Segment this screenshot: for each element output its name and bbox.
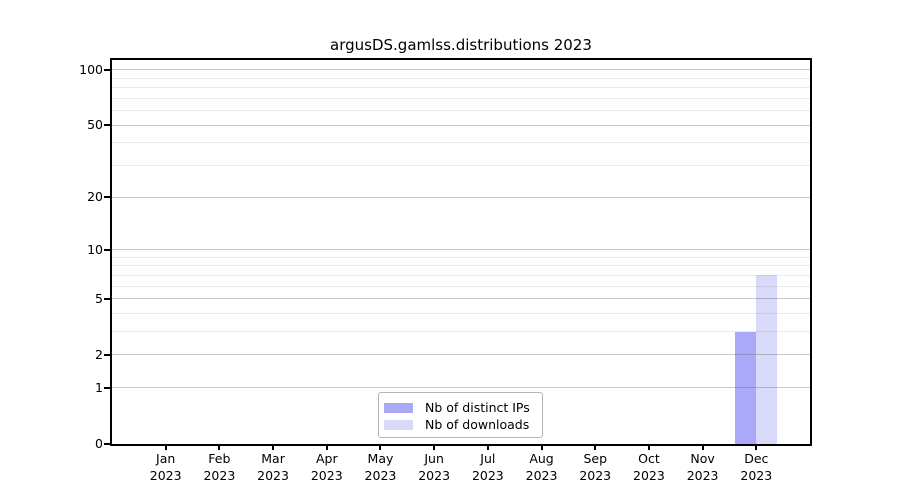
legend-label-downloads: Nb of downloads (425, 417, 530, 432)
bar-dec-series0 (735, 331, 757, 444)
gridline-y-20 (112, 196, 810, 198)
gridline-y-30 (112, 165, 810, 167)
gridline-y-90 (112, 77, 810, 79)
gridline-y-10 (112, 249, 810, 251)
x-tick-mark-oct (647, 444, 650, 450)
gridline-y-3 (112, 331, 810, 333)
legend-swatch-downloads-icon (384, 419, 413, 430)
y-tick-label-100: 100 (79, 61, 103, 77)
x-tick-mark-aug (540, 444, 543, 450)
gridline-y-70 (112, 97, 810, 99)
y-tick-label-0: 0 (95, 436, 103, 451)
x-tick-label-jun: Jun 2023 (418, 451, 451, 483)
y-tick-mark-20 (104, 196, 110, 199)
x-tick-label-oct: Oct 2023 (633, 451, 665, 483)
bar-dec-series1 (756, 275, 778, 444)
gridline-y-4 (112, 313, 810, 314)
legend-swatch-distinct-ips-icon (384, 402, 413, 413)
x-tick-label-may: May 2023 (364, 451, 397, 483)
plot-area (110, 58, 812, 446)
x-tick-label-mar: Mar 2023 (257, 451, 289, 483)
gridline-y-5 (112, 298, 810, 300)
y-tick-mark-10 (104, 248, 110, 251)
y-tick-mark-5 (104, 297, 110, 300)
gridline-y-2 (112, 354, 810, 356)
x-tick-label-sep: Sep 2023 (579, 451, 612, 483)
x-tick-mark-may (379, 444, 382, 450)
x-tick-mark-nov (701, 444, 704, 450)
gridline-y-1 (112, 387, 810, 389)
x-tick-mark-jul (486, 444, 489, 450)
y-tick-label-5: 5 (95, 290, 103, 306)
gridline-y-40 (112, 142, 810, 144)
gridline-y-60 (112, 110, 810, 112)
x-tick-mark-jun (433, 444, 436, 450)
gridline-y-100 (112, 69, 810, 71)
x-tick-mark-sep (594, 444, 597, 450)
y-tick-mark-2 (104, 353, 110, 356)
x-tick-mark-apr (325, 444, 328, 450)
gridline-y-9 (112, 256, 810, 258)
legend: Nb of distinct IPs Nb of downloads (378, 392, 543, 438)
x-tick-mark-mar (272, 444, 275, 450)
gridline-y-50 (112, 124, 810, 126)
x-tick-mark-jan (164, 444, 167, 450)
y-tick-label-50: 50 (87, 117, 103, 133)
legend-label-distinct-ips: Nb of distinct IPs (425, 400, 530, 415)
y-tick-label-1: 1 (95, 379, 103, 395)
x-tick-mark-dec (755, 444, 758, 450)
x-tick-label-jan: Jan 2023 (149, 451, 182, 483)
x-tick-label-apr: Apr 2023 (310, 451, 343, 483)
gridline-y-8 (112, 265, 810, 267)
legend-item-distinct-ips: Nb of distinct IPs (379, 399, 542, 416)
x-tick-mark-feb (218, 444, 221, 450)
x-tick-label-dec: Dec 2023 (740, 451, 773, 483)
y-tick-mark-1 (104, 386, 110, 389)
gridline-y-7 (112, 274, 810, 276)
y-tick-mark-0 (104, 443, 110, 445)
legend-item-downloads: Nb of downloads (379, 416, 542, 433)
x-tick-label-nov: Nov 2023 (686, 451, 719, 483)
gridline-y-80 (112, 87, 810, 89)
y-tick-mark-100 (104, 68, 110, 71)
y-tick-mark-50 (104, 124, 110, 127)
y-tick-label-20: 20 (87, 189, 103, 205)
x-tick-label-aug: Aug 2023 (525, 451, 558, 483)
y-tick-label-10: 10 (87, 241, 103, 257)
x-tick-label-feb: Feb 2023 (203, 451, 236, 483)
chart-title: argusDS.gamlss.distributions 2023 (330, 36, 592, 54)
y-tick-label-2: 2 (95, 346, 103, 362)
gridline-y-6 (112, 285, 810, 287)
x-tick-label-jul: Jul 2023 (471, 451, 504, 483)
